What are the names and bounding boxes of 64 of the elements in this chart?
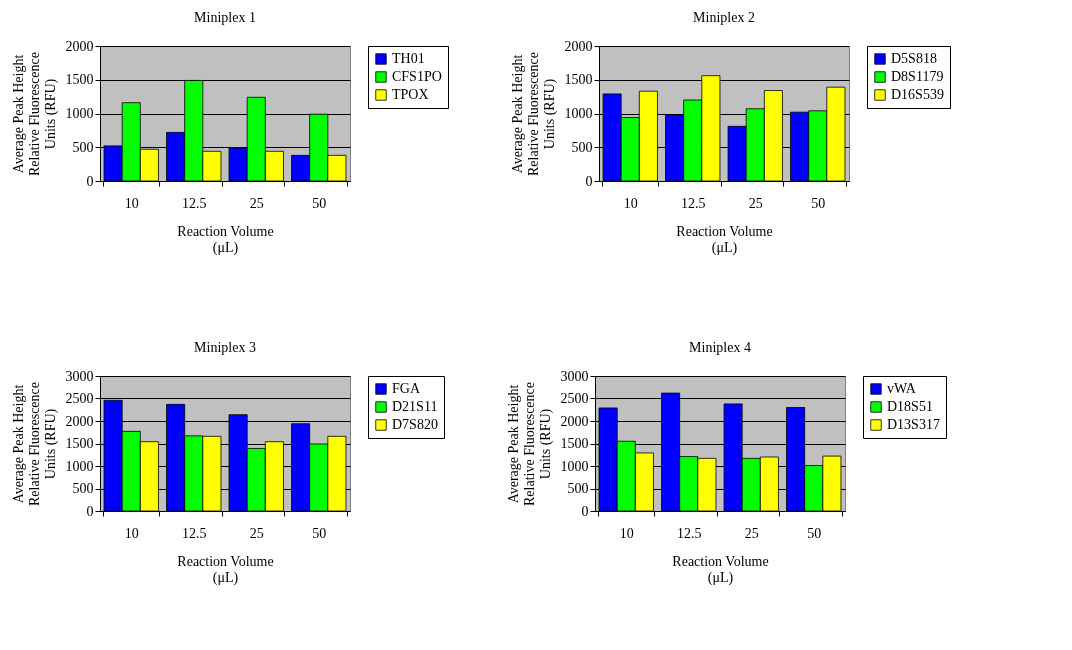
x-tick-label: 12.5: [182, 525, 207, 541]
x-tick-label: 10: [623, 195, 638, 211]
y-tick-label: 2500: [560, 391, 589, 406]
legend-label: TPOX: [392, 87, 429, 102]
y-tick-label: 0: [585, 173, 593, 189]
y-tick-label: 2500: [65, 391, 94, 406]
x-tick-label: 50: [807, 525, 822, 541]
x-tick-label: 12.5: [681, 195, 706, 211]
legend-label: CFS1PO: [392, 69, 442, 84]
y-tick-label: 1500: [560, 436, 589, 451]
y-tick-label: 2000: [65, 38, 94, 54]
chart-title: Miniplex 4: [689, 340, 751, 355]
legend-label: vWA: [887, 381, 917, 396]
legend-label: FGA: [392, 381, 421, 396]
y-axis-title: Average Peak Height Relative Fluorescence Units (RFU): [10, 381, 59, 507]
y-tick-label: 500: [571, 139, 593, 155]
x-axis-title: Reaction Volume (μL): [676, 223, 773, 256]
x-tick-label: 10: [124, 195, 139, 211]
x-tick-label: 12.5: [677, 525, 702, 541]
y-tick-label: 0: [86, 173, 94, 189]
y-tick-label: 1000: [65, 458, 94, 474]
legend-label: TH01: [392, 51, 425, 66]
chart-title: Miniplex 2: [693, 10, 755, 25]
x-tick-label: 50: [312, 525, 327, 541]
x-tick-label: 50: [312, 195, 327, 211]
legend-label: D8S1179: [891, 69, 944, 84]
legend-label: D21S11: [392, 399, 438, 414]
legend-label: D18S51: [887, 399, 933, 414]
y-tick-label: 3000: [560, 368, 589, 384]
x-tick-label: 10: [124, 525, 139, 541]
y-tick-label: 2000: [65, 413, 94, 429]
x-tick-label: 25: [744, 525, 759, 541]
y-tick-label: 3000: [65, 368, 94, 384]
legend-label: D5S818: [891, 51, 937, 66]
legend-label: D13S317: [887, 417, 940, 432]
x-axis-title: Reaction Volume (μL): [177, 553, 274, 586]
x-tick-label: 25: [249, 195, 264, 211]
y-tick-label: 0: [581, 503, 589, 519]
x-axis-title: Reaction Volume (μL): [672, 553, 769, 586]
y-tick-label: 1000: [560, 458, 589, 474]
x-tick-label: 12.5: [182, 195, 207, 211]
x-tick-label: 25: [249, 525, 264, 541]
chart-title: Miniplex 3: [194, 340, 256, 355]
x-tick-label: 10: [619, 525, 634, 541]
y-tick-label: 1500: [564, 72, 593, 88]
x-axis-title: Reaction Volume (μL): [177, 223, 274, 256]
y-tick-label: 500: [72, 139, 94, 155]
y-tick-label: 500: [72, 481, 94, 496]
legend-label: D16S539: [891, 87, 944, 102]
y-tick-label: 1500: [65, 436, 94, 451]
x-tick-label: 25: [748, 195, 763, 211]
y-tick-label: 2000: [560, 413, 589, 429]
y-tick-label: 500: [567, 481, 589, 496]
y-tick-label: 2000: [564, 38, 593, 54]
y-tick-label: 1500: [65, 72, 94, 88]
y-tick-label: 1000: [65, 106, 94, 121]
y-axis-title: Average Peak Height Relative Fluorescence Units (RFU): [509, 51, 558, 177]
x-tick-label: 50: [811, 195, 826, 211]
y-axis-title: Average Peak Height Relative Fluorescence Units (RFU): [10, 51, 59, 177]
y-tick-label: 0: [86, 503, 94, 519]
y-tick-label: 1000: [564, 106, 593, 121]
legend-label: D7S820: [392, 417, 438, 432]
chart-title: Miniplex 1: [194, 10, 256, 25]
y-axis-title: Average Peak Height Relative Fluorescence Units (RFU): [505, 381, 554, 507]
